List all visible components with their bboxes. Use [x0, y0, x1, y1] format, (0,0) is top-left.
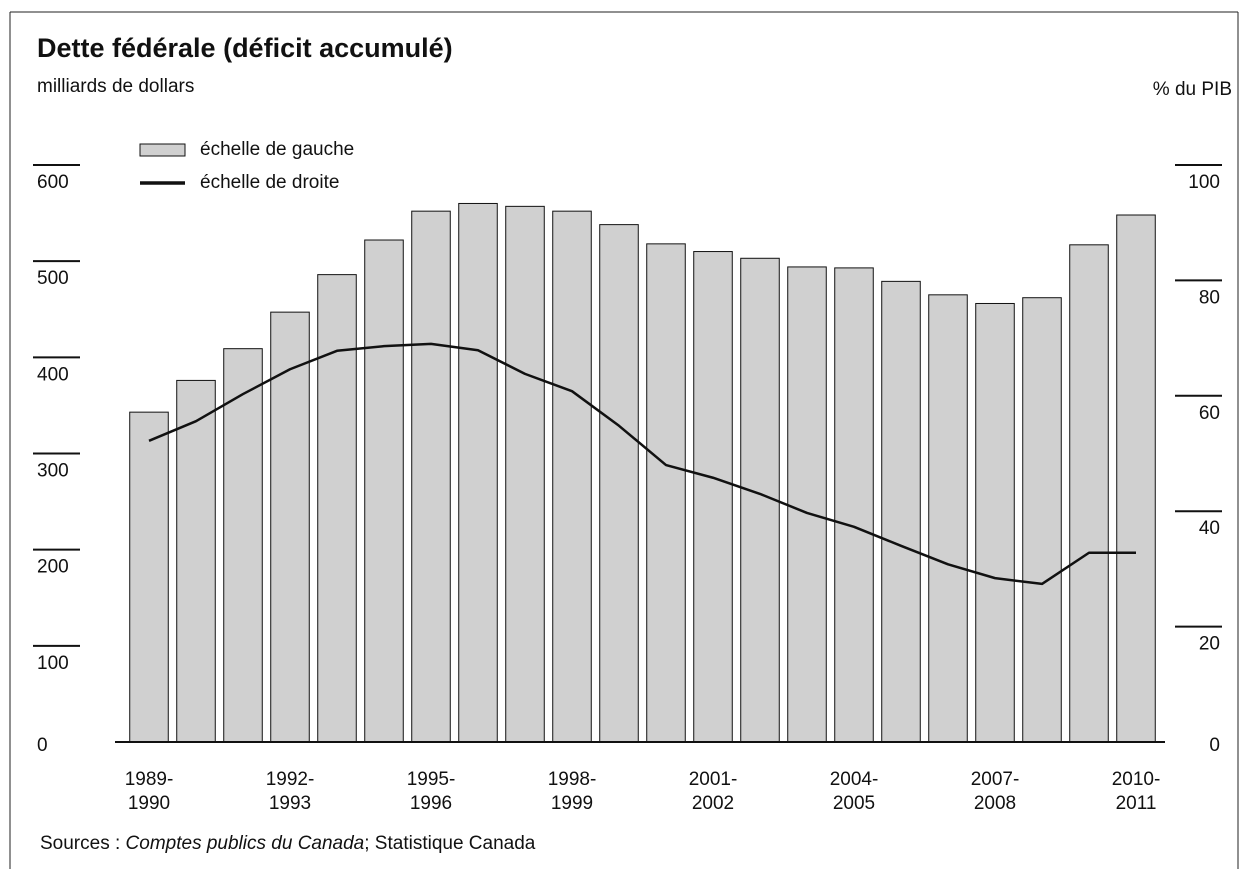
bar	[693, 251, 733, 743]
bar	[975, 302, 1015, 743]
bar	[646, 243, 686, 743]
bar	[928, 294, 968, 743]
y2-tick-label: 100	[1188, 172, 1220, 193]
y-tick-label: 100	[37, 653, 69, 674]
chart-title: Dette fédérale (déficit accumulé)	[37, 33, 453, 63]
x-tick-label: 2007- 2008	[970, 769, 1020, 814]
y-tick-label: 600	[37, 172, 69, 193]
y-tick-label: 200	[37, 557, 69, 578]
y2-tick-label: 80	[1199, 287, 1220, 308]
y2-tick-label: 0	[1209, 735, 1220, 756]
x-tick-label: 1989- 1990	[124, 769, 174, 814]
bar	[129, 411, 169, 743]
legend-label: échelle de gauche	[200, 139, 354, 160]
source-text: ; Statistique Canada	[364, 833, 536, 854]
bar	[834, 267, 874, 743]
y2-axis-label: % du PIB	[1153, 79, 1232, 100]
x-tick-label: 1995- 1996	[406, 769, 456, 814]
source-text: Sources :	[40, 833, 121, 854]
x-tick-label: 2010- 2011	[1111, 769, 1161, 814]
y-tick-label: 0	[37, 735, 48, 756]
source-text: Comptes publics du Canada	[125, 833, 365, 854]
bar	[364, 239, 404, 743]
bar	[223, 348, 263, 743]
y-axis-label: milliards de dollars	[37, 76, 194, 97]
legend-label: échelle de droite	[200, 172, 339, 193]
bar	[787, 266, 827, 743]
bar	[317, 274, 357, 743]
y-tick-label: 400	[37, 364, 69, 385]
bar	[176, 379, 216, 743]
x-tick-label: 2001- 2002	[688, 769, 738, 814]
bar	[599, 224, 639, 743]
line	[148, 342, 1136, 586]
bar	[270, 311, 310, 743]
bar	[1116, 214, 1156, 743]
y2-tick-label: 40	[1199, 518, 1220, 539]
x-tick-label: 1992- 1993	[265, 769, 315, 814]
x-tick-label: 1998- 1999	[547, 769, 597, 814]
bar	[881, 280, 921, 743]
y-tick-label: 500	[37, 268, 69, 289]
legend-swatch	[139, 143, 186, 157]
y2-tick-label: 60	[1199, 403, 1220, 424]
bar	[505, 205, 545, 743]
bar	[1022, 297, 1062, 743]
y2-tick-label: 20	[1199, 634, 1220, 655]
bar	[1069, 244, 1109, 743]
y-tick-label: 300	[37, 461, 69, 482]
source: Sources : Comptes publics du Canada; Sta…	[40, 833, 535, 855]
x-tick-label: 2004- 2005	[829, 769, 879, 814]
bar	[458, 202, 498, 743]
bar	[552, 210, 592, 743]
bar	[411, 210, 451, 743]
